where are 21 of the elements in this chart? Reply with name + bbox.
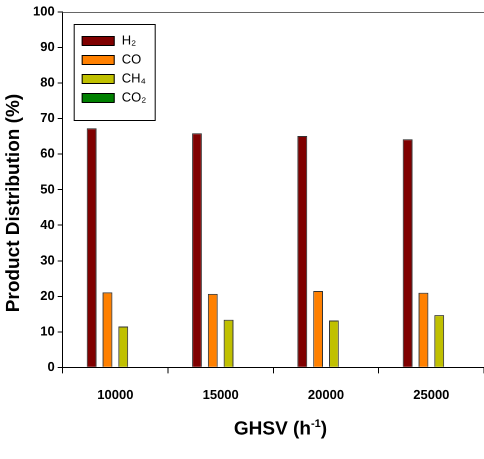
legend-label: CO [122, 52, 142, 67]
y-tick-label: 50 [40, 181, 55, 196]
x-tick-label: 20000 [308, 386, 344, 402]
y-tick-label: 0 [47, 358, 55, 374]
y-tick-label: 40 [40, 216, 55, 232]
legend-label: H₂ [122, 32, 136, 48]
x-tick-label: 10000 [97, 386, 134, 402]
legend-label: CH₄ [122, 70, 146, 86]
y-tick-label: 70 [40, 110, 55, 126]
y-axis-title: Product Distribution (%) [3, 92, 25, 314]
y-tick-label: 10 [40, 323, 55, 338]
y-tick-label: 30 [40, 252, 55, 268]
y-tick-label: 100 [32, 4, 55, 19]
legend-label: CO₂ [122, 90, 146, 105]
x-axis-title: GHSV (h$^{-1}$) [232, 418, 328, 440]
x-tick-label: 25000 [413, 386, 450, 402]
y-tick-label: 80 [40, 74, 55, 90]
x-tick-label: 15000 [202, 386, 239, 402]
y-tick-label: 60 [40, 146, 55, 161]
y-tick-label: 20 [40, 288, 55, 303]
y-tick-label: 90 [40, 39, 55, 54]
